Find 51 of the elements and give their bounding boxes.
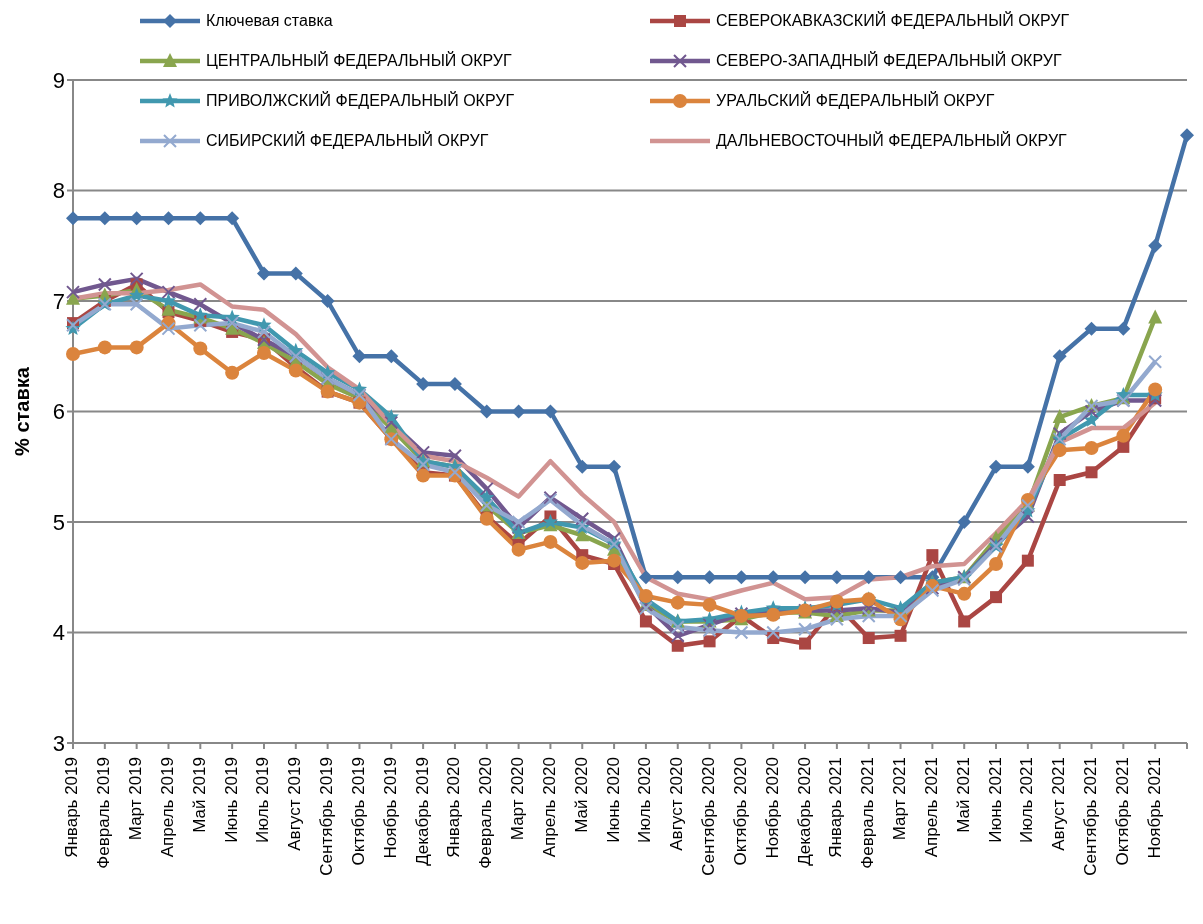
x-tick-label: Июнь 2021: [985, 757, 1005, 843]
x-tick-label: Март 2021: [890, 757, 910, 841]
y-axis-title: % ставка: [11, 366, 34, 456]
x-tick-label: Февраль 2021: [858, 757, 878, 869]
x-tick-label: Май 2021: [953, 757, 973, 833]
x-tick-label: Январь 2019: [62, 757, 82, 858]
x-tick-label: Декабрь 2019: [412, 757, 432, 866]
y-tick-label: 5: [52, 509, 65, 535]
x-tick-label: Январь 2021: [826, 757, 846, 858]
x-tick-label: Август 2019: [285, 757, 305, 851]
legend-label: ПРИВОЛЖСКИЙ ФЕДЕРАЛЬНЫЙ ОКРУГ: [206, 92, 515, 110]
x-tick-label: Октябрь 2020: [730, 757, 750, 866]
legend-label: СИБИРСКИЙ ФЕДЕРАЛЬНЫЙ ОКРУГ: [206, 132, 489, 150]
x-tick-label: Сентябрь 2021: [1081, 757, 1100, 876]
x-tick-label: Апрель 2020: [539, 757, 559, 858]
x-tick-label: Июнь 2019: [221, 757, 241, 843]
legend-label: УРАЛЬСКИЙ ФЕДЕРАЛЬНЫЙ ОКРУГ: [716, 92, 995, 110]
y-tick-label: 4: [52, 620, 65, 646]
legend-label: ДАЛЬНЕВОСТОЧНЫЙ ФЕДЕРАЛЬНЫЙ ОКРУГ: [716, 132, 1067, 150]
x-tick-label: Март 2020: [508, 757, 528, 841]
x-tick-label: Сентябрь 2020: [699, 757, 719, 876]
x-tick-label: Июнь 2020: [603, 757, 623, 843]
y-tick-label: 3: [52, 730, 65, 756]
x-tick-label: Ноябрь 2020: [762, 757, 782, 859]
legend-label: СЕВЕРО-ЗАПАДНЫЙ ФЕДЕРАЛЬНЫЙ ОКРУГ: [716, 52, 1062, 70]
y-tick-label: 9: [52, 67, 65, 93]
x-tick-label: Июль 2020: [635, 757, 655, 843]
y-tick-label: 6: [52, 399, 65, 425]
x-tick-label: Июль 2021: [1017, 757, 1037, 843]
x-tick-label: Сентябрь 2019: [317, 757, 337, 876]
x-tick-label: Февраль 2019: [94, 757, 114, 869]
x-tick-label: Ноябрь 2021: [1144, 757, 1164, 859]
x-tick-label: Август 2020: [667, 757, 687, 851]
x-tick-label: Март 2019: [126, 757, 146, 841]
x-tick-label: Январь 2020: [444, 757, 464, 858]
y-tick-label: 7: [52, 288, 65, 314]
y-tick-label: 8: [52, 178, 65, 204]
x-tick-label: Декабрь 2020: [794, 757, 814, 866]
x-tick-label: Октябрь 2021: [1112, 757, 1132, 866]
legend-label: Ключевая ставка: [206, 12, 333, 30]
x-tick-label: Октябрь 2019: [348, 757, 368, 866]
legend-label: ЦЕНТРАЛЬНЫЙ ФЕДЕРАЛЬНЫЙ ОКРУГ: [206, 52, 512, 70]
x-tick-label: Июль 2019: [253, 757, 273, 843]
x-tick-label: Август 2021: [1049, 757, 1069, 851]
x-tick-label: Февраль 2020: [476, 757, 496, 869]
x-tick-label: Май 2020: [571, 757, 591, 833]
x-tick-label: Апрель 2021: [921, 757, 941, 858]
legend-label: СЕВЕРОКАВКАЗСКИЙ ФЕДЕРАЛЬНЫЙ ОКРУГ: [716, 12, 1070, 30]
x-tick-label: Апрель 2019: [157, 757, 177, 858]
x-tick-label: Май 2019: [189, 757, 209, 833]
x-tick-label: Ноябрь 2019: [380, 757, 400, 859]
